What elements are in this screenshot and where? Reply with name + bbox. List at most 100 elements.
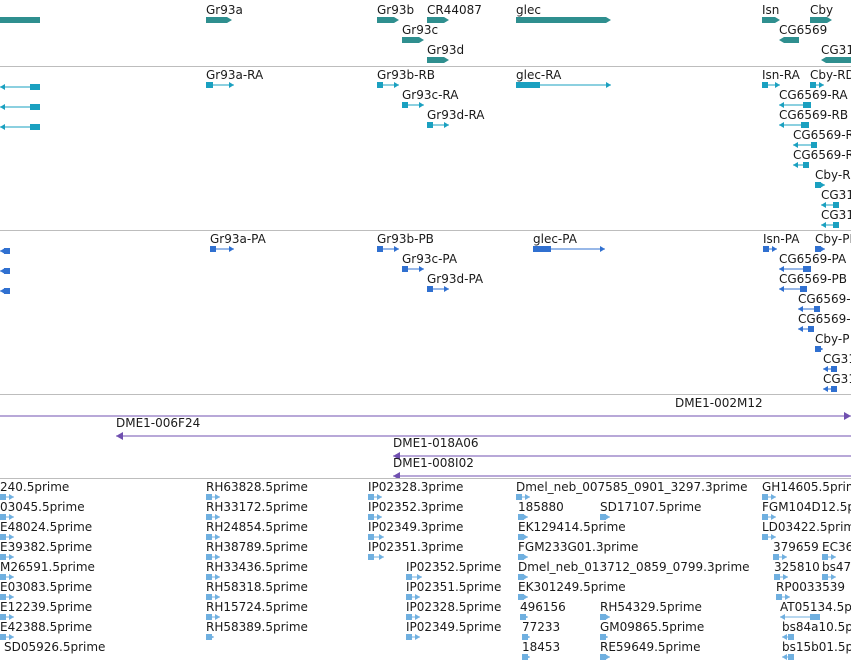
feature-glyph[interactable] <box>522 633 530 641</box>
feature-glyph[interactable] <box>427 285 449 293</box>
feature-label[interactable]: 18453 <box>522 640 561 654</box>
feature-glyph[interactable] <box>0 613 14 621</box>
feature-glyph[interactable] <box>206 513 220 521</box>
feature-glyph[interactable] <box>518 513 528 521</box>
feature-glyph[interactable] <box>0 573 14 581</box>
feature-label[interactable]: GM09865.5prime <box>600 620 705 634</box>
feature-label[interactable]: Gr93c <box>402 23 439 37</box>
feature-label[interactable]: RH15724.5prime <box>206 600 308 614</box>
feature-glyph[interactable] <box>393 452 851 460</box>
feature-glyph[interactable] <box>116 432 851 440</box>
feature-label[interactable]: Cby <box>810 3 834 17</box>
feature-label[interactable]: RH33172.5prime <box>206 500 308 514</box>
feature-label[interactable]: Gr93c-RA <box>402 88 459 102</box>
feature-glyph[interactable] <box>0 103 40 111</box>
feature-glyph[interactable] <box>776 593 790 601</box>
feature-label[interactable]: RH54329.5prime <box>600 600 702 614</box>
feature-label[interactable]: EK301249.5prime <box>518 580 626 594</box>
feature-glyph[interactable] <box>377 245 399 253</box>
feature-label[interactable]: CG31 <box>821 188 851 202</box>
feature-glyph[interactable] <box>210 245 234 253</box>
feature-label[interactable]: SD05926.5prime <box>4 640 106 654</box>
feature-glyph[interactable] <box>377 81 399 89</box>
feature-glyph[interactable] <box>823 365 837 373</box>
feature-label[interactable]: E39382.5prime <box>0 540 93 554</box>
feature-label[interactable]: FGM104D12.5p <box>762 500 851 514</box>
feature-glyph[interactable] <box>427 16 449 24</box>
feature-glyph[interactable] <box>520 613 528 621</box>
feature-glyph[interactable] <box>823 385 837 393</box>
feature-label[interactable]: Isn-PA <box>763 232 800 246</box>
feature-label[interactable]: DME1-002M12 <box>675 396 763 410</box>
feature-label[interactable]: 185880 <box>518 500 564 514</box>
feature-label[interactable]: CG31 <box>823 372 851 386</box>
feature-glyph[interactable] <box>798 325 814 333</box>
feature-glyph[interactable] <box>780 613 820 621</box>
feature-label[interactable]: CG6569-PB <box>779 272 848 286</box>
feature-glyph[interactable] <box>600 653 610 661</box>
feature-label[interactable]: glec-RA <box>516 68 562 82</box>
feature-glyph[interactable] <box>798 305 820 313</box>
feature-label[interactable]: CG6569-R <box>793 148 851 162</box>
feature-glyph[interactable] <box>368 513 382 521</box>
feature-glyph[interactable] <box>206 533 220 541</box>
feature-glyph[interactable] <box>206 16 232 24</box>
feature-label[interactable]: Gr93b <box>377 3 415 17</box>
feature-glyph[interactable] <box>0 533 14 541</box>
feature-label[interactable]: GH14605.5prime <box>762 480 851 494</box>
feature-label[interactable]: Cby-RD <box>810 68 851 82</box>
feature-label[interactable]: Cby-P <box>815 332 850 346</box>
feature-label[interactable]: Gr93d-RA <box>427 108 485 122</box>
feature-glyph[interactable] <box>377 16 399 24</box>
feature-glyph[interactable] <box>793 161 809 169</box>
feature-label[interactable]: 77233 <box>522 620 561 634</box>
feature-glyph[interactable] <box>782 633 794 641</box>
feature-glyph[interactable] <box>522 653 530 661</box>
feature-label[interactable]: 325810 <box>774 560 820 574</box>
feature-glyph[interactable] <box>762 513 776 521</box>
feature-glyph[interactable] <box>406 613 420 621</box>
feature-glyph[interactable] <box>206 613 220 621</box>
feature-label[interactable]: IP02351.3prime <box>368 540 464 554</box>
feature-label[interactable]: Dmel_neb_007585_0901_3297.3prime <box>516 480 748 494</box>
feature-label[interactable]: DME1-018A06 <box>393 436 479 450</box>
feature-label[interactable]: CG6569 <box>779 23 828 37</box>
feature-label[interactable]: IP02351.5prime <box>406 580 502 594</box>
feature-label[interactable]: CG6569- <box>798 292 851 306</box>
feature-glyph[interactable] <box>406 573 422 581</box>
feature-glyph[interactable] <box>762 533 776 541</box>
feature-label[interactable]: E48024.5prime <box>0 520 93 534</box>
feature-label[interactable]: IP02349.5prime <box>406 620 502 634</box>
feature-label[interactable]: Gr93a-PA <box>210 232 266 246</box>
feature-label[interactable]: 379659 <box>773 540 819 554</box>
feature-label[interactable]: Isn <box>762 3 780 17</box>
feature-label[interactable]: RH38789.5prime <box>206 540 308 554</box>
feature-glyph[interactable] <box>0 553 14 561</box>
feature-glyph[interactable] <box>206 573 220 581</box>
feature-label[interactable]: RP0033539 <box>776 580 846 594</box>
feature-glyph[interactable] <box>518 573 528 581</box>
feature-label[interactable]: E12239.5prime <box>0 600 93 614</box>
feature-glyph[interactable] <box>821 201 839 209</box>
feature-glyph[interactable] <box>779 101 811 109</box>
feature-label[interactable]: CG31 <box>823 352 851 366</box>
feature-label[interactable]: CG31 <box>821 208 851 222</box>
feature-glyph[interactable] <box>0 633 14 641</box>
feature-glyph[interactable] <box>518 593 528 601</box>
feature-glyph[interactable] <box>518 553 528 561</box>
feature-label[interactable]: LD03422.5prime <box>762 520 851 534</box>
feature-glyph[interactable] <box>762 81 780 89</box>
feature-glyph[interactable] <box>762 493 776 501</box>
feature-glyph[interactable] <box>368 553 384 561</box>
feature-label[interactable]: Gr93a <box>206 3 243 17</box>
feature-label[interactable]: 496156 <box>520 600 566 614</box>
feature-glyph[interactable] <box>773 553 787 561</box>
feature-label[interactable]: EC36 <box>822 540 851 554</box>
feature-glyph[interactable] <box>0 513 14 521</box>
feature-label[interactable]: M26591.5prime <box>0 560 95 574</box>
feature-glyph[interactable] <box>779 285 807 293</box>
feature-label[interactable]: Gr93c-PA <box>402 252 458 266</box>
feature-label[interactable]: RH24854.5prime <box>206 520 308 534</box>
feature-label[interactable]: RE59649.5prime <box>600 640 701 654</box>
feature-glyph[interactable] <box>600 513 610 521</box>
